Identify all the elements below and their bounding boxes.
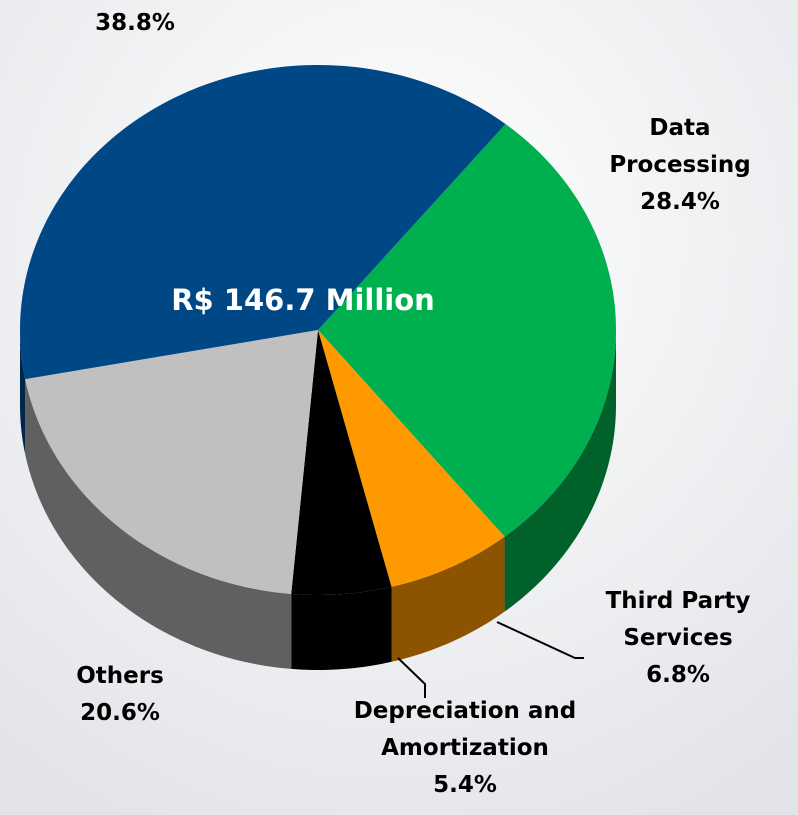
value-label: 28.4%	[640, 189, 720, 215]
category-label: Others	[76, 663, 164, 689]
label-line: Depreciation and	[354, 698, 577, 724]
label-line: Data	[649, 115, 710, 141]
pie-side	[391, 536, 505, 662]
value-label: 6.8%	[646, 662, 710, 688]
category-label: Third Party Services	[606, 588, 751, 651]
center-annotation: R$ 146.7 Million	[171, 283, 435, 317]
pie-slice	[25, 330, 319, 594]
pie-slice	[291, 330, 392, 595]
pie-side	[25, 379, 292, 669]
category-label: Data Processing	[609, 115, 750, 178]
pie-side	[504, 330, 616, 612]
labels: 38.8% Data Processing 28.4% Third Party Servi…	[76, 10, 750, 798]
pie-slice	[318, 330, 505, 587]
pie-side	[20, 330, 26, 455]
pie-slice	[20, 65, 506, 380]
leader-line	[496, 621, 584, 659]
value-label: 20.6%	[80, 700, 160, 726]
label-line: Amortization	[381, 735, 549, 761]
label-line: Services	[623, 625, 732, 651]
value-label: 38.8%	[95, 10, 175, 36]
label-line: Processing	[609, 152, 750, 178]
leader-line	[397, 657, 426, 698]
pie-tops	[20, 65, 616, 595]
label-line: Third Party	[606, 588, 751, 614]
category-label: Depreciation and Amortization	[354, 698, 577, 761]
pie-side	[291, 586, 392, 670]
pie-slice	[318, 124, 616, 537]
pie-sides	[20, 330, 616, 670]
value-label: 5.4%	[433, 772, 497, 798]
label-line: Others	[76, 663, 164, 689]
